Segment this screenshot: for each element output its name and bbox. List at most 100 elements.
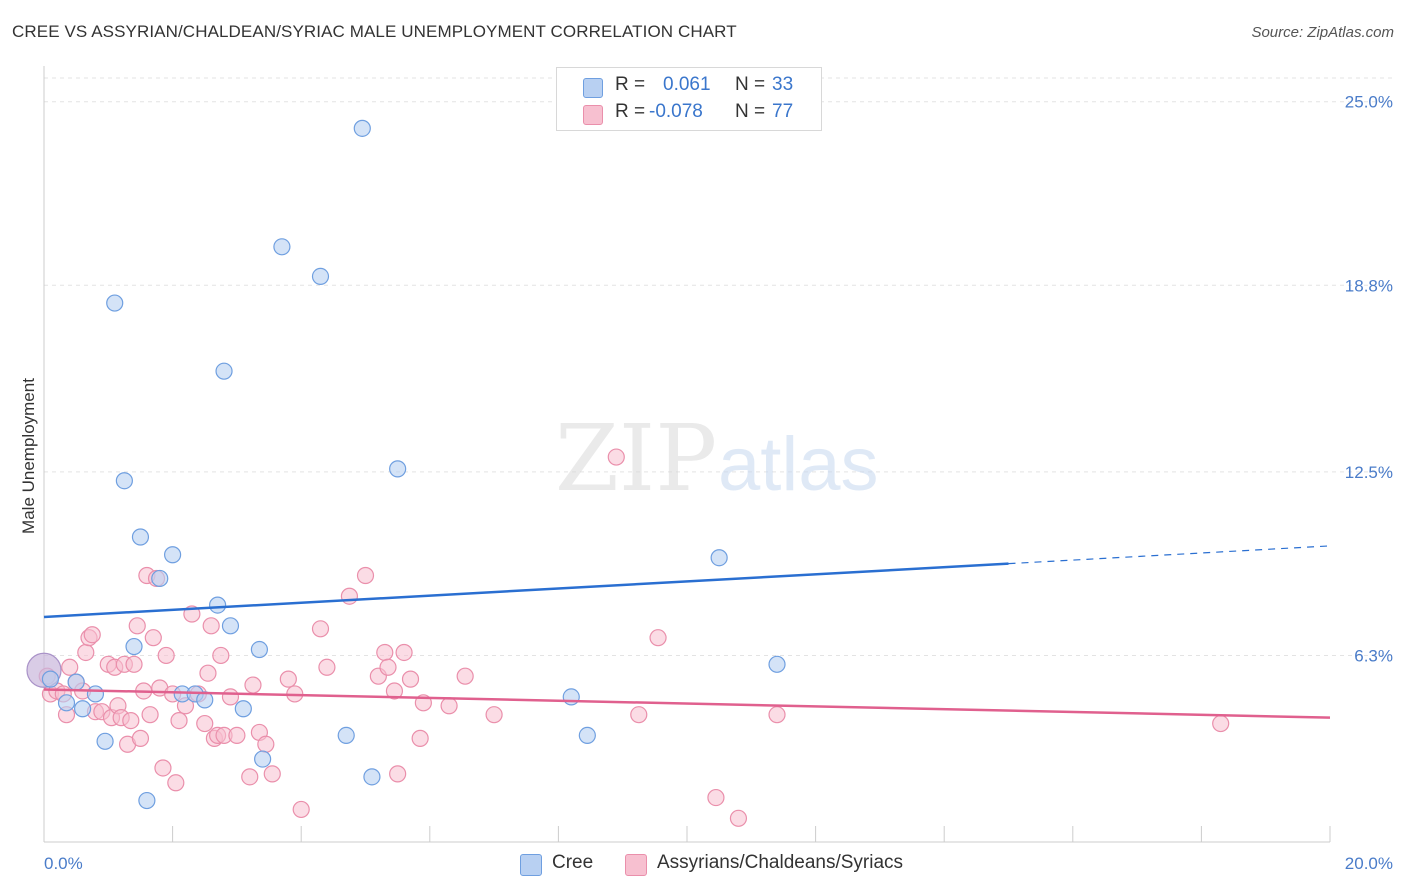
watermark-zip: ZIP [555, 405, 717, 512]
data-point-assyrian [221, 688, 240, 706]
data-point-assyrian [157, 646, 175, 665]
data-point-cree [363, 768, 381, 786]
data-point-cree [710, 549, 728, 567]
watermark: ZIP atlas [555, 405, 879, 512]
bottom-legend-swatch-assyrian [625, 854, 647, 876]
data-point-cree [57, 694, 76, 712]
trend-line-assyrian [43, 688, 1331, 719]
data-point-assyrian [61, 658, 79, 676]
data-point-cree [254, 750, 272, 768]
data-point-assyrian [376, 643, 394, 662]
data-point-assyrian [83, 626, 101, 644]
legend-row-assyrian: R = -0.078 N = 77 [557, 101, 821, 129]
data-point-assyrian [122, 711, 140, 730]
data-point-cree [138, 791, 156, 810]
data-point-cree [67, 673, 85, 691]
data-point-cree [215, 362, 233, 380]
data-point-assyrian [292, 800, 310, 819]
x-tick-label-max: 20.0% [1345, 854, 1393, 873]
data-point-assyrian [228, 726, 246, 744]
data-point-assyrian [440, 697, 458, 715]
data-point-assyrian [356, 566, 375, 585]
data-point-assyrian [395, 643, 413, 662]
data-point-assyrian [279, 670, 297, 688]
data-point-assyrian [141, 706, 159, 724]
data-point-assyrian [241, 768, 259, 786]
chart-title: CREE VS ASSYRIAN/CHALDEAN/SYRIAC MALE UN… [12, 22, 737, 41]
data-point-cree [73, 700, 92, 718]
data-point-assyrian [170, 711, 188, 730]
legend-n-value: 33 [772, 74, 794, 95]
trend-line-cree-extension [1008, 545, 1331, 565]
legend-r-label: R = [615, 74, 646, 95]
data-point-cree [41, 670, 60, 688]
y-tick-label: 12.5% [1345, 463, 1393, 482]
x-tick-label-min: 0.0% [44, 854, 83, 873]
data-point-assyrian [456, 667, 474, 685]
grid-lines [44, 77, 1395, 656]
data-point-cree [96, 732, 114, 750]
data-point-assyrian [318, 658, 336, 676]
data-point-assyrian [263, 765, 281, 783]
data-point-cree [151, 569, 169, 588]
data-point-assyrian [212, 646, 230, 665]
data-point-assyrian [485, 706, 503, 724]
data-point-assyrian [729, 809, 748, 827]
data-point-cree [115, 472, 133, 490]
data-point-assyrian [244, 676, 262, 694]
data-point-cree [131, 528, 150, 546]
data-point-assyrian [385, 682, 404, 700]
data-point-assyrian [340, 587, 359, 605]
data-point-assyrian [167, 774, 185, 792]
data-point-assyrian [154, 759, 172, 777]
data-point-cree [221, 617, 240, 635]
data-point-cree [353, 119, 371, 137]
data-point-assyrian [707, 788, 725, 807]
series-cree-points [26, 119, 786, 810]
tick-labels: 6.3% 12.5% 18.8% 25.0% 0.0% 20.0% [44, 93, 1393, 873]
data-point-assyrian [379, 658, 397, 676]
data-point-cree [273, 238, 291, 256]
legend-row-cree: R = 0.061 N = 33 [557, 74, 821, 102]
data-point-cree [389, 460, 407, 478]
data-point-assyrian [199, 664, 217, 682]
legend-n-label: N = [735, 74, 766, 95]
data-point-assyrian [196, 714, 214, 733]
data-point-assyrian [128, 617, 146, 635]
bottom-legend-label-assyrian: Assyrians/Chaldeans/Syriacs [657, 852, 904, 873]
data-point-cree [125, 637, 143, 656]
y-tick-label: 25.0% [1345, 93, 1393, 112]
data-point-assyrian [77, 643, 95, 662]
source-label: Source: ZipAtlas.com [1251, 24, 1394, 41]
legend-n-label: N = [735, 101, 766, 122]
legend-swatch-assyrian [583, 105, 603, 125]
y-axis-label: Male Unemployment [19, 378, 38, 534]
legend-r-label: R = [615, 101, 646, 122]
data-point-assyrian [630, 706, 648, 724]
data-point-assyrian [144, 629, 162, 647]
data-point-cree [250, 640, 269, 659]
data-point-assyrian [607, 448, 625, 466]
legend: R = 0.061 N = 33 R = -0.078 N = 77 [556, 67, 822, 131]
data-point-assyrian [649, 629, 667, 647]
data-point-assyrian [1212, 714, 1230, 733]
legend-r-value: -0.078 [649, 101, 703, 122]
bottom-legend-swatch-cree [520, 854, 542, 876]
legend-n-value: 77 [772, 101, 794, 122]
y-tick-label: 18.8% [1345, 276, 1393, 295]
data-point-cree [86, 685, 105, 703]
legend-swatch-cree [583, 78, 603, 98]
data-point-cree [234, 700, 252, 718]
data-point-assyrian [311, 620, 330, 638]
y-tick-label: 6.3% [1354, 646, 1393, 665]
data-point-cree [311, 267, 330, 286]
data-point-assyrian [389, 765, 407, 783]
trend-lines [43, 545, 1331, 719]
data-point-assyrian [401, 670, 420, 688]
data-point-cree [578, 726, 596, 744]
data-point-cree [209, 596, 227, 614]
axes [43, 66, 1331, 843]
data-point-assyrian [411, 729, 429, 747]
data-point-cree [106, 294, 124, 312]
